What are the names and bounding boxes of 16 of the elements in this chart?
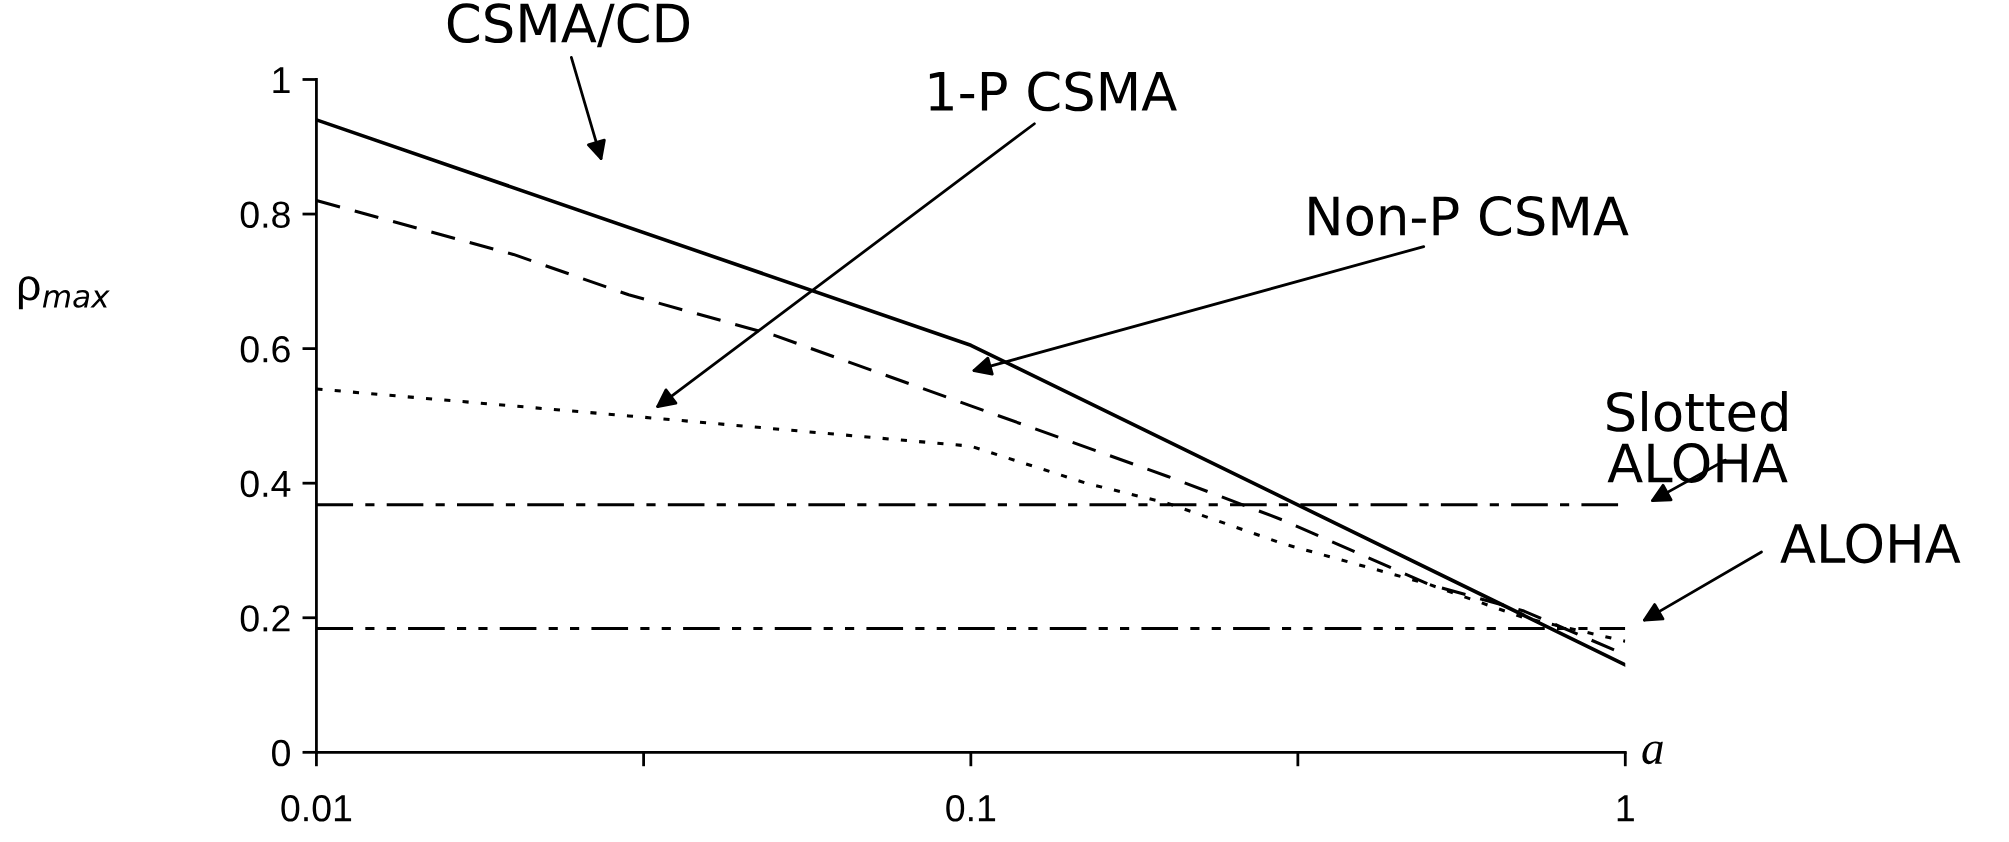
- x-tick-label: 0.01: [281, 794, 352, 822]
- y-tick-label: 1: [273, 67, 290, 94]
- y-tick-label: 0.2: [240, 605, 290, 632]
- y-axis-title: ρ$_{max}$: [18, 276, 110, 310]
- text: CSMA/CD: [447, 3, 690, 48]
- y-tick-label: 0.4: [240, 470, 291, 498]
- x-tick-label: 0.1: [946, 794, 996, 822]
- y-tick-label: 0.8: [240, 201, 290, 229]
- x-axis-title: a: [1642, 741, 1663, 765]
- y-tick-label: 0.6: [240, 336, 290, 363]
- annotation: Non-P CSMA: [1309, 196, 1629, 236]
- annotation: 1-P CSMA: [929, 71, 1177, 112]
- text: ALOHA: [1780, 523, 1961, 564]
- x-tick-label: 1: [1617, 795, 1634, 822]
- annotation: Slotted ALOHA: [1607, 390, 1788, 483]
- y-tick-label: 0: [272, 739, 290, 767]
